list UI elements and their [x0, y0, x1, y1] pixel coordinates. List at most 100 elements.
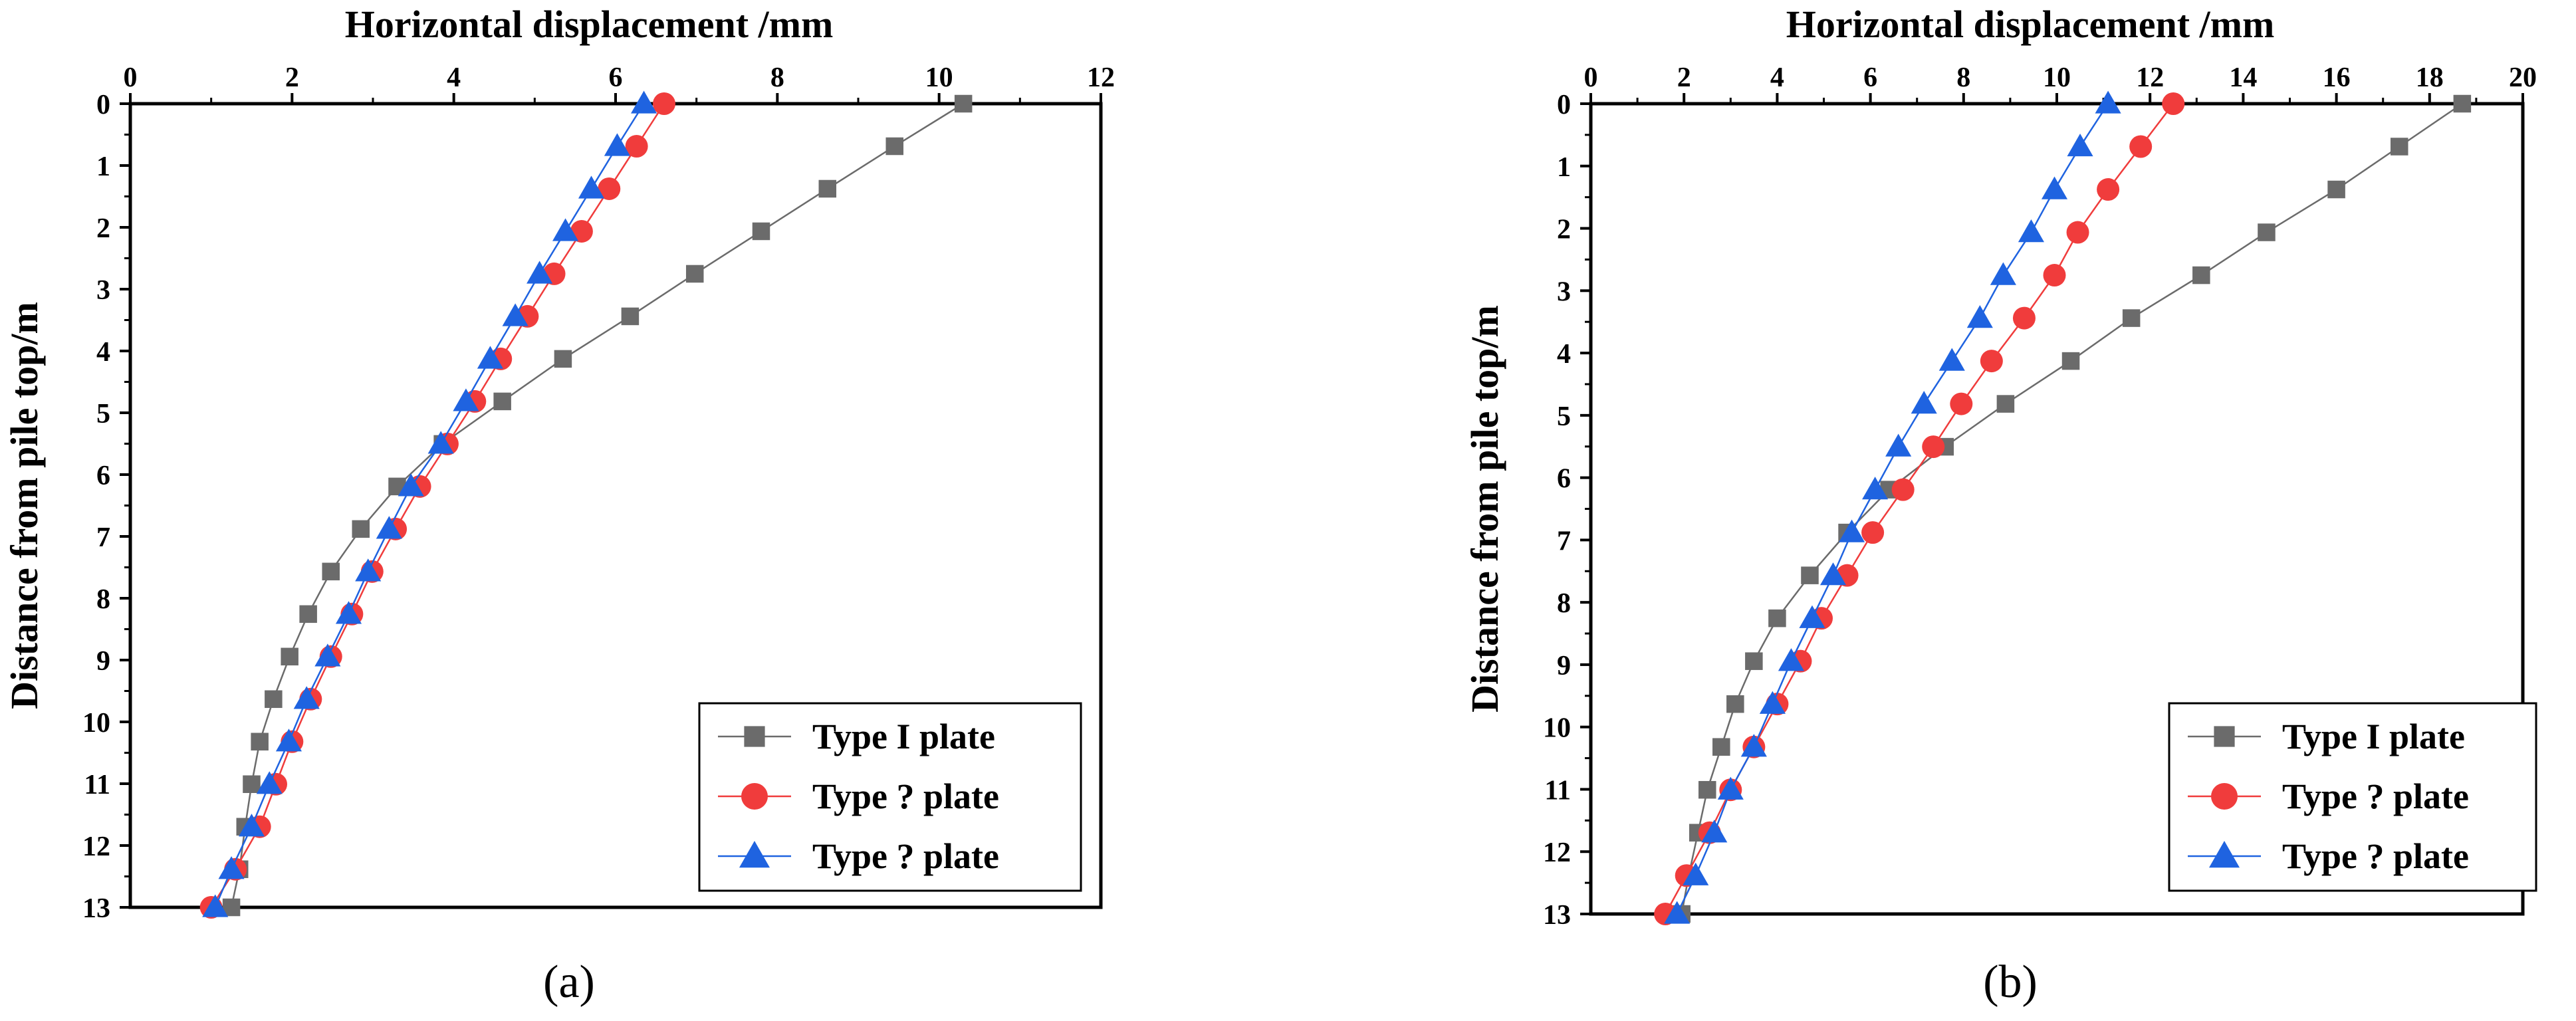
y-tick-label: 12	[82, 832, 110, 862]
series-1	[1673, 94, 2472, 923]
data-point-square	[1996, 395, 2015, 413]
y-axis-title: Distance from pile top/m	[1463, 305, 1506, 713]
y-tick-label: 1	[96, 152, 110, 182]
data-point-circle	[741, 783, 768, 810]
data-point-triangle	[739, 841, 770, 868]
data-point-triangle	[1819, 562, 1847, 586]
data-point-triangle	[218, 856, 245, 879]
data-point-triangle	[1938, 348, 1965, 371]
y-tick-label: 11	[84, 770, 110, 800]
data-point-triangle	[1839, 519, 1865, 542]
data-point-square	[1745, 652, 1763, 670]
data-point-square	[281, 647, 298, 666]
y-tick-label: 13	[82, 893, 110, 924]
data-point-square	[2258, 223, 2276, 241]
data-point-triangle	[238, 814, 265, 837]
data-point-triangle	[1990, 262, 2016, 285]
data-point-square	[2214, 726, 2235, 747]
y-tick-label: 8	[96, 584, 110, 615]
y-tick-label: 10	[1543, 713, 1571, 744]
data-point-triangle	[256, 771, 283, 794]
data-point-triangle	[2018, 219, 2044, 243]
data-point-square	[2390, 138, 2408, 156]
legend-label: Type ? plate	[812, 776, 999, 816]
x-tick-label: 14	[2229, 62, 2257, 93]
y-tick-label: 4	[1557, 339, 1571, 370]
data-point-square	[621, 307, 640, 326]
data-point-square	[752, 222, 770, 241]
data-point-square	[2327, 180, 2345, 199]
x-tick-label: 16	[2323, 62, 2351, 93]
data-point-triangle	[1664, 901, 1691, 924]
legend-label: Type ? plate	[812, 836, 999, 876]
legend: Type I plate Type ? plate Type ? plate	[2168, 702, 2537, 892]
data-point-square	[1801, 566, 1819, 584]
data-point-triangle	[527, 261, 553, 284]
y-tick-label: 7	[96, 522, 110, 553]
data-point-triangle	[2041, 176, 2068, 199]
data-point-square	[685, 265, 704, 283]
data-point-circle	[2211, 783, 2238, 810]
panel-label: (a)	[543, 957, 595, 1008]
data-point-square	[322, 562, 340, 581]
y-tick-label: 11	[1544, 775, 1571, 806]
data-point-triangle	[355, 558, 382, 582]
data-point-triangle	[502, 303, 528, 326]
x-axis-title: Horizontal displacement /mm	[345, 3, 834, 46]
x-tick-label: 0	[1584, 62, 1598, 93]
legend-label: Type ? plate	[2282, 836, 2469, 876]
data-point-triangle	[275, 729, 302, 752]
data-point-square	[818, 179, 837, 198]
y-tick-label: 5	[96, 399, 110, 429]
data-point-triangle	[1759, 691, 1786, 714]
data-point-square	[2192, 266, 2210, 284]
y-tick-label: 6	[96, 461, 110, 491]
legend-label: Type I plate	[2282, 717, 2465, 756]
data-point-triangle	[2095, 90, 2121, 114]
y-tick-label: 0	[96, 90, 110, 120]
data-point-square	[1726, 695, 1744, 713]
data-point-triangle	[293, 686, 320, 709]
data-point-triangle	[314, 643, 341, 667]
data-point-triangle	[1966, 305, 1993, 328]
data-point-circle	[2129, 135, 2153, 158]
series-2	[199, 92, 675, 919]
x-tick-label: 18	[2416, 62, 2444, 93]
data-point-circle	[2097, 178, 2120, 201]
data-point-triangle	[202, 894, 229, 917]
data-point-square	[2453, 94, 2472, 113]
y-tick-label: 10	[82, 708, 110, 738]
data-point-triangle	[1701, 820, 1728, 843]
y-tick-label: 12	[1543, 838, 1571, 868]
data-point-triangle	[1717, 776, 1744, 800]
data-point-triangle	[1799, 605, 1825, 628]
data-point-square	[299, 605, 317, 624]
data-point-circle	[2162, 92, 2185, 115]
y-tick-label: 2	[1557, 215, 1571, 245]
x-tick-label: 2	[1677, 62, 1691, 93]
x-tick-label: 0	[124, 62, 138, 93]
x-tick-label: 12	[2136, 62, 2164, 93]
y-tick-label: 5	[1557, 401, 1571, 432]
y-tick-label: 4	[96, 337, 110, 368]
data-point-circle	[1950, 392, 1973, 415]
data-point-circle	[653, 92, 675, 115]
x-tick-label: 4	[447, 62, 461, 93]
series-3	[1664, 90, 2121, 924]
data-point-triangle	[1885, 433, 1912, 457]
y-axis-title: Distance from pile top/m	[3, 302, 46, 709]
series-2	[1654, 92, 2185, 925]
data-point-square	[251, 733, 269, 751]
data-point-triangle	[1778, 648, 1804, 671]
data-point-square	[954, 94, 973, 113]
data-point-circle	[2012, 306, 2036, 330]
data-point-triangle	[1911, 391, 1937, 414]
y-tick-label: 7	[1557, 526, 1571, 556]
data-point-triangle	[376, 516, 402, 539]
x-tick-label: 10	[925, 62, 953, 93]
data-point-triangle	[2209, 841, 2240, 868]
data-point-square	[885, 137, 904, 156]
y-tick-label: 3	[1557, 277, 1571, 307]
y-tick-label: 13	[1543, 900, 1571, 931]
